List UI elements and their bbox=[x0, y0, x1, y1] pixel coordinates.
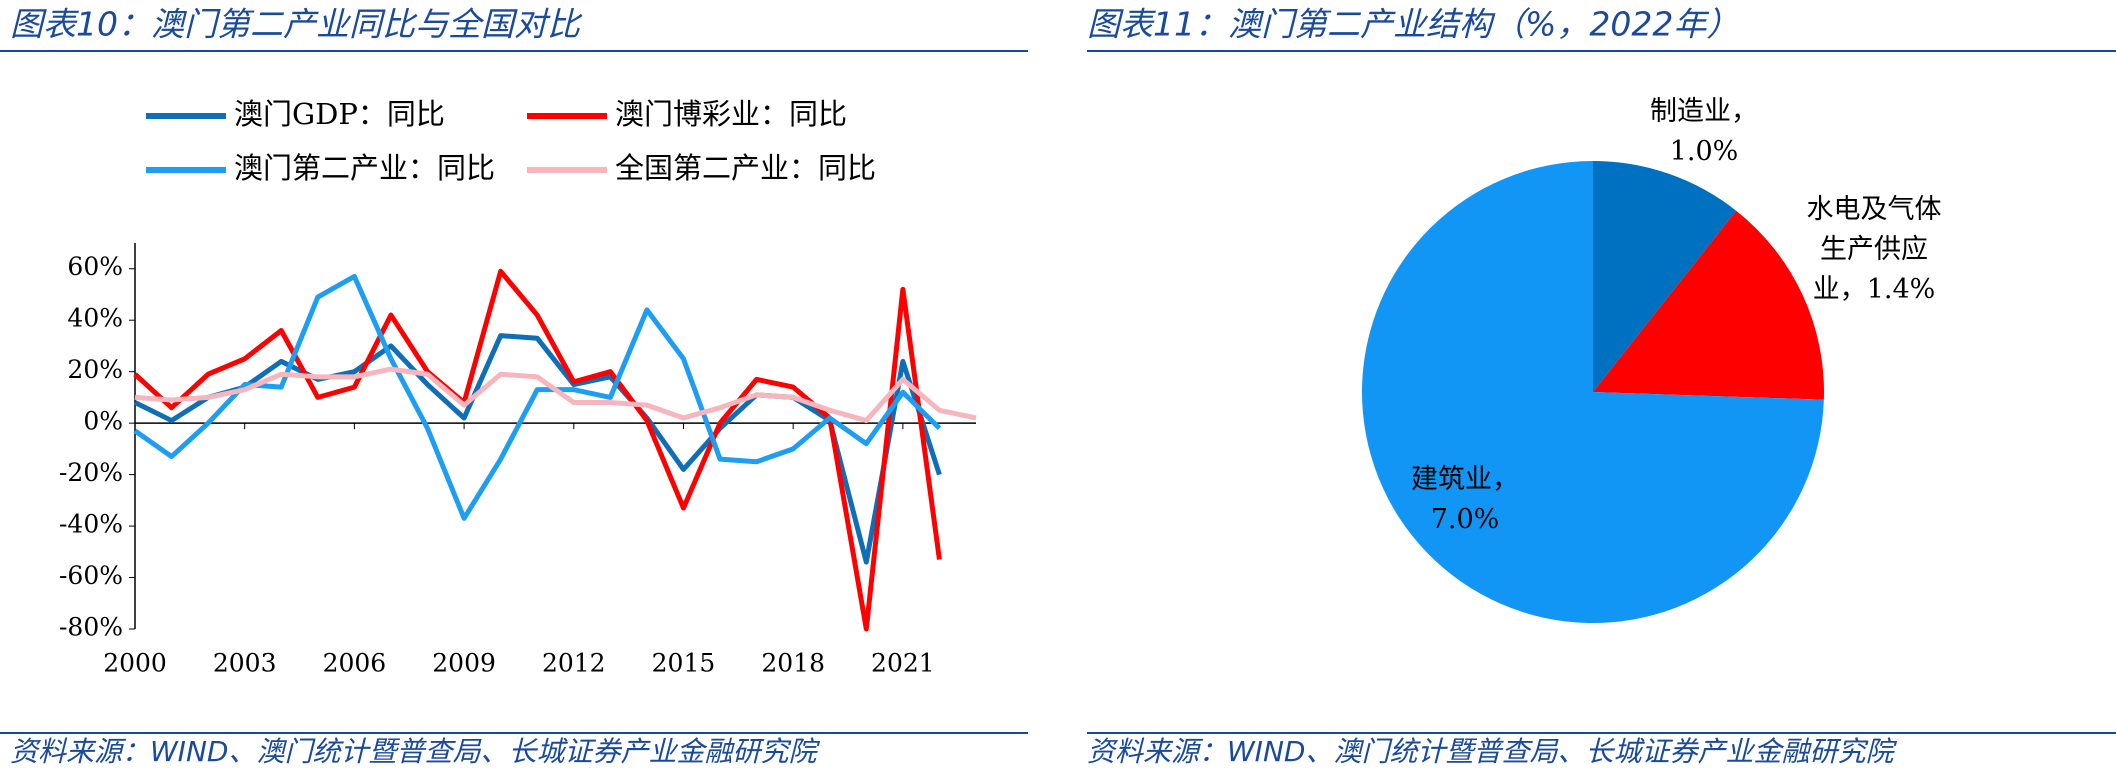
slice-category: 建筑业， bbox=[1411, 464, 1519, 495]
line-series bbox=[133, 333, 942, 565]
y-tick-label: 0% bbox=[83, 407, 123, 436]
header: 图表11：澳门第二产业结构（%，2022年） bbox=[1087, 5, 1739, 44]
legend-label: 澳门GDP：同比 bbox=[234, 97, 445, 131]
header: 图表10：澳门第二产业同比与全国对比 bbox=[10, 5, 583, 44]
slice-label: 制造业， 1.0% bbox=[1629, 92, 1779, 172]
y-tick-label: -60% bbox=[59, 561, 123, 590]
line-series bbox=[134, 366, 977, 424]
y-tick-label: 60% bbox=[67, 252, 123, 281]
slice-value: 7.0% bbox=[1430, 504, 1500, 535]
pie-slice bbox=[1362, 161, 1824, 623]
x-tick-label: 2015 bbox=[652, 649, 716, 678]
x-tick-label: 2021 bbox=[871, 649, 935, 678]
x-tick-label: 2009 bbox=[432, 649, 496, 678]
line-series bbox=[133, 268, 942, 632]
y-tick-label: -80% bbox=[59, 613, 123, 642]
x-tick-label: 2003 bbox=[213, 649, 277, 678]
x-tick-label: 2012 bbox=[542, 649, 606, 678]
slice-label: 建筑业， 7.0% bbox=[1390, 460, 1540, 540]
legend-label: 全国第二产业：同比 bbox=[615, 151, 876, 185]
y-tick-label: -40% bbox=[59, 510, 123, 539]
pie-slice bbox=[1593, 161, 1737, 392]
y-tick-label: -20% bbox=[59, 458, 123, 487]
slice-category: 水电及气体生产供应业， bbox=[1806, 194, 1942, 305]
y-tick-label: 40% bbox=[67, 304, 123, 333]
slice-category: 制造业， bbox=[1650, 96, 1758, 127]
legend-label: 澳门博彩业：同比 bbox=[615, 97, 847, 131]
x-tick-label: 2000 bbox=[103, 649, 167, 678]
x-tick-label: 2018 bbox=[761, 649, 825, 678]
slice-label: 水电及气体生产供应业，1.4% bbox=[1804, 190, 1944, 310]
x-tick-label: 2006 bbox=[323, 649, 387, 678]
pie-slice bbox=[1593, 210, 1824, 400]
slice-value: 1.0% bbox=[1669, 136, 1739, 167]
source: 资料来源：WIND、澳门统计暨普查局、长城证券产业金融研究院 bbox=[10, 735, 820, 768]
slice-value: 1.4% bbox=[1866, 274, 1936, 305]
y-tick-label: 20% bbox=[67, 355, 123, 384]
source: 资料来源：WIND、澳门统计暨普查局、长城证券产业金融研究院 bbox=[1087, 735, 1897, 768]
legend-label: 澳门第二产业：同比 bbox=[234, 151, 495, 185]
line-series bbox=[133, 273, 942, 521]
